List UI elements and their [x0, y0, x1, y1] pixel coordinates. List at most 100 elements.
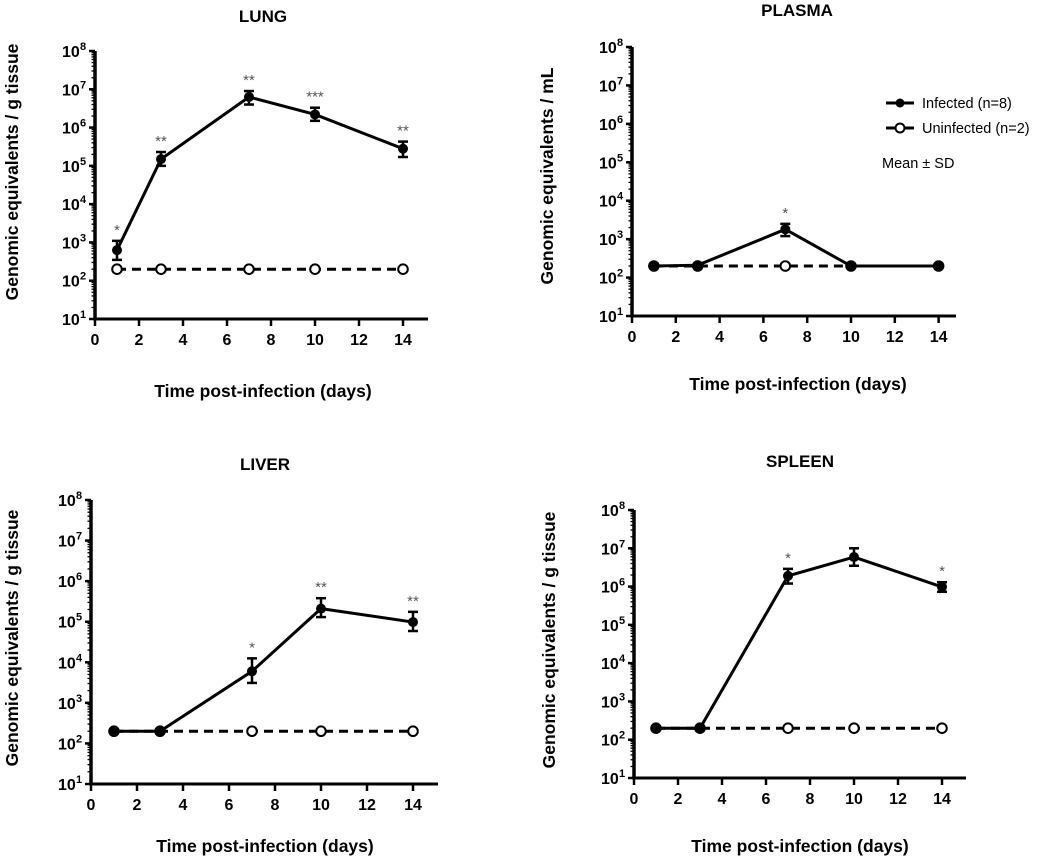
y-tick-exponent: 2: [76, 733, 82, 745]
y-tick-label: 10: [601, 656, 619, 673]
y-tick-label: 10: [599, 271, 617, 288]
x-tick-label: 0: [630, 791, 639, 808]
x-tick-label: 12: [358, 797, 376, 814]
x-tick-label: 14: [930, 329, 948, 346]
data-point-uninfected: [309, 263, 321, 275]
x-tick-label: 2: [135, 332, 144, 349]
y-tick-label: 10: [599, 232, 617, 249]
y-tick-label: 10: [58, 777, 76, 794]
x-tick-label: 8: [806, 791, 815, 808]
panel-liver: LIVER Genomic equivalents / g tissue Tim…: [2, 455, 438, 856]
y-tick-label: 10: [58, 615, 76, 632]
y-tick-label: 10: [601, 694, 619, 711]
y-tick-exponent: 1: [80, 309, 86, 321]
significance-marker: **: [397, 123, 409, 140]
y-tick-label: 10: [62, 312, 80, 329]
panel-plasma: PLASMA Genomic equivalents / mL Time pos…: [537, 1, 956, 394]
y-tick-exponent: 6: [619, 577, 625, 589]
x-tick-label: 10: [306, 332, 324, 349]
y-tick-label: 10: [601, 771, 619, 788]
significance-marker: **: [243, 72, 255, 89]
y-tick-exponent: 8: [80, 41, 86, 53]
x-tick-label: 10: [845, 791, 863, 808]
y-tick-exponent: 1: [619, 768, 625, 780]
x-tick-label: 12: [889, 791, 907, 808]
y-tick-label: 10: [599, 117, 617, 134]
y-tick-exponent: 8: [619, 500, 625, 512]
y-tick-exponent: 5: [619, 615, 625, 627]
data-point-uninfected: [407, 725, 419, 738]
x-tick-label: 4: [179, 797, 188, 814]
y-tick-label: 10: [62, 197, 80, 214]
data-point-infected: [156, 154, 166, 165]
y-tick-label: 10: [58, 736, 76, 753]
data-point-infected: [247, 666, 257, 677]
significance-marker: ***: [306, 89, 324, 106]
y-tick-label: 10: [58, 696, 76, 713]
y-tick-exponent: 7: [619, 538, 625, 550]
y-tick-label: 10: [599, 78, 617, 95]
x-tick-label: 0: [91, 332, 100, 349]
x-tick-label: 2: [674, 791, 683, 808]
significance-marker: *: [114, 222, 120, 239]
y-tick-exponent: 5: [76, 612, 82, 624]
x-tick-label: 4: [179, 332, 188, 349]
y-tick-label: 10: [62, 274, 80, 291]
panel-title: PLASMA: [761, 1, 833, 20]
panel-spleen: SPLEEN Genomic equivalents / g tissue Ti…: [539, 452, 966, 856]
data-point-uninfected: [397, 263, 409, 275]
data-point-infected: [310, 109, 320, 120]
data-point-uninfected: [936, 722, 948, 734]
significance-marker: *: [785, 550, 791, 567]
y-axis-label: Genomic equivalents / g tissue: [539, 511, 559, 768]
y-tick-label: 10: [58, 655, 76, 672]
series-line-infected: [115, 95, 404, 251]
y-tick-exponent: 5: [617, 152, 623, 164]
legend-note: Mean ± SD: [882, 156, 954, 172]
y-tick-label: 10: [601, 580, 619, 597]
legend-marker-open: [894, 122, 906, 134]
y-tick-label: 10: [601, 503, 619, 520]
x-tick-label: 0: [87, 797, 96, 814]
legend-label-infected: Infected (n=8): [922, 96, 1012, 112]
data-point-uninfected: [111, 263, 123, 275]
y-tick-exponent: 3: [80, 232, 86, 244]
data-point-infected: [933, 261, 944, 272]
data-point-uninfected: [155, 263, 167, 275]
data-point-infected: [408, 617, 418, 628]
data-point-infected: [316, 603, 326, 614]
x-axis-label: Time post-infection (days): [691, 836, 908, 856]
y-tick-label: 10: [601, 618, 619, 635]
legend-item-uninfected: Uninfected (n=2): [886, 121, 1030, 137]
x-tick-label: 6: [762, 791, 771, 808]
x-tick-label: 6: [223, 332, 232, 349]
x-tick-label: 6: [759, 329, 768, 346]
data-point-infected: [244, 91, 254, 102]
data-point-infected: [780, 224, 791, 235]
x-tick-label: 14: [404, 797, 422, 814]
data-point-infected: [849, 552, 859, 563]
x-axis-label: Time post-infection (days): [154, 381, 371, 401]
y-tick-label: 10: [62, 235, 80, 252]
y-tick-exponent: 1: [76, 774, 82, 786]
x-tick-label: 8: [267, 332, 276, 349]
x-tick-label: 8: [271, 797, 280, 814]
y-tick-exponent: 2: [619, 730, 625, 742]
y-tick-exponent: 7: [80, 79, 86, 91]
significance-marker: **: [155, 133, 167, 150]
data-point-uninfected: [848, 722, 860, 734]
data-point-infected: [109, 726, 119, 737]
y-tick-exponent: 2: [617, 268, 623, 280]
y-tick-exponent: 3: [617, 229, 623, 241]
x-tick-label: 4: [715, 329, 724, 346]
y-tick-exponent: 4: [76, 652, 83, 664]
y-tick-label: 10: [58, 493, 76, 510]
significance-marker: *: [782, 205, 788, 222]
y-tick-exponent: 4: [617, 191, 624, 203]
y-tick-exponent: 5: [80, 156, 86, 168]
significance-marker: **: [407, 593, 419, 610]
y-tick-label: 10: [601, 541, 619, 558]
y-tick-label: 10: [599, 194, 617, 211]
y-tick-exponent: 7: [617, 75, 623, 87]
x-tick-label: 6: [225, 797, 234, 814]
